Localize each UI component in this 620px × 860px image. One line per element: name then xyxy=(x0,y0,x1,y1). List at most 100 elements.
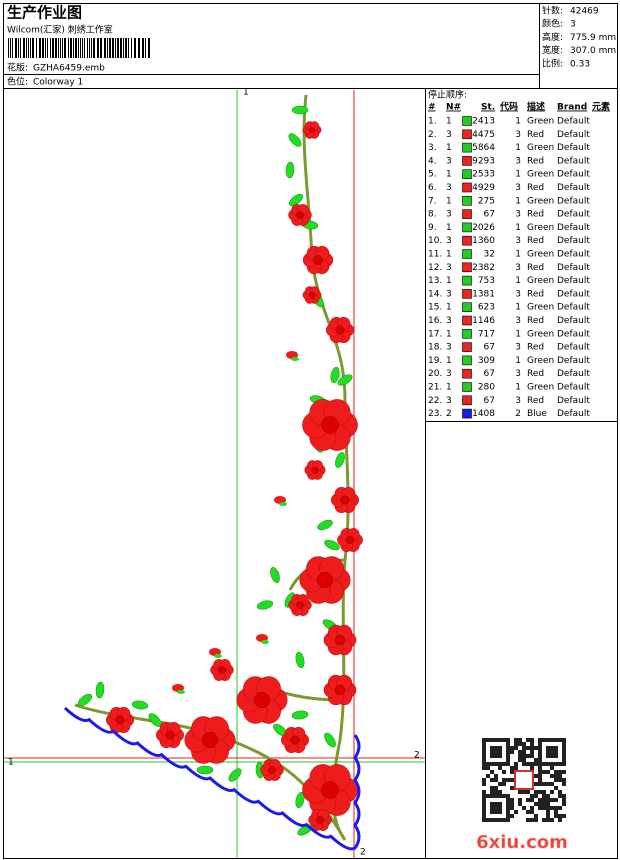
flower-center xyxy=(334,634,346,646)
barcode-bar xyxy=(87,38,88,58)
qr-module xyxy=(506,806,510,810)
stitches: 1381 xyxy=(472,289,495,299)
guide-label: 2 xyxy=(360,848,366,858)
code: 3 xyxy=(515,343,521,353)
column-header: # xyxy=(428,103,436,113)
qr-module xyxy=(562,742,566,746)
brand: Default xyxy=(557,223,590,233)
qr-module xyxy=(526,762,530,766)
leaf xyxy=(317,519,333,531)
needle: 1 xyxy=(446,356,452,366)
qr-module xyxy=(486,818,490,822)
barcode-bar xyxy=(97,38,99,58)
guide-label: 1 xyxy=(243,88,249,98)
leaf xyxy=(256,600,274,610)
qr-module xyxy=(482,794,486,798)
qr-module xyxy=(542,782,546,786)
column-header: N# xyxy=(446,103,461,113)
barcode-bar xyxy=(138,38,140,58)
color-swatch xyxy=(462,262,472,273)
flower-center xyxy=(268,766,276,774)
flower-center xyxy=(296,601,304,609)
qr-module xyxy=(482,790,486,794)
description: Red xyxy=(527,183,544,193)
color-swatch xyxy=(462,169,472,179)
qr-module xyxy=(530,810,534,814)
barcode-bar xyxy=(52,38,54,58)
qr-module xyxy=(482,806,486,810)
leaf xyxy=(324,539,340,551)
code: 3 xyxy=(515,156,521,166)
qr-module xyxy=(486,794,490,798)
barcode-bar xyxy=(145,38,146,58)
qr-module xyxy=(562,754,566,758)
qr-module xyxy=(518,798,522,802)
color-swatch xyxy=(462,328,472,339)
qr-module xyxy=(542,770,546,774)
barcode-bar xyxy=(107,38,108,58)
color-swatch xyxy=(462,342,472,352)
description: Red xyxy=(527,263,544,273)
description: Red xyxy=(527,369,544,379)
qr-module xyxy=(554,770,558,774)
qr-module xyxy=(494,738,498,742)
qr-module xyxy=(490,810,494,814)
qr-module xyxy=(526,810,530,814)
qr-module xyxy=(542,806,546,810)
stitches: 1360 xyxy=(472,236,495,246)
qr-module xyxy=(546,814,550,818)
description: Red xyxy=(527,130,544,140)
qr-module xyxy=(538,790,542,794)
qr-module xyxy=(554,810,558,814)
qr-module xyxy=(490,750,494,754)
row-index: 2. xyxy=(428,130,437,140)
qr-module xyxy=(506,778,510,782)
flower-center xyxy=(321,416,339,434)
leaf xyxy=(285,161,295,179)
brand: Default xyxy=(557,289,590,299)
barcode-bar xyxy=(10,38,11,58)
row-index: 17. xyxy=(428,329,442,339)
needle: 3 xyxy=(446,183,452,193)
qr-module xyxy=(490,790,494,794)
qr-module xyxy=(538,742,542,746)
qr-module xyxy=(518,754,522,758)
qr-module xyxy=(530,794,534,798)
barcode-bar xyxy=(70,38,72,58)
stitches: 67 xyxy=(484,343,495,353)
stitches: 309 xyxy=(478,356,495,366)
row-index: 16. xyxy=(428,316,442,326)
stitches: 32 xyxy=(484,250,495,260)
qr-module xyxy=(510,814,514,818)
barcode-bar xyxy=(134,38,136,58)
needle: 1 xyxy=(446,143,452,153)
qr-module xyxy=(554,746,558,750)
qr-module xyxy=(554,754,558,758)
color-swatch xyxy=(462,209,472,219)
qr-module xyxy=(534,762,538,766)
qr-module xyxy=(550,738,554,742)
color-swatch xyxy=(462,249,472,259)
qr-module xyxy=(490,818,494,822)
description: Green xyxy=(527,250,554,260)
code: 3 xyxy=(515,316,521,326)
stat-value: 307.0 mm xyxy=(570,46,616,56)
stitches: 9293 xyxy=(472,156,495,166)
watermark: 6xiu.com xyxy=(476,832,568,853)
qr-module xyxy=(526,798,530,802)
qr-module xyxy=(526,818,530,822)
row-index: 9. xyxy=(428,223,437,233)
flower-center xyxy=(254,692,270,708)
code: 3 xyxy=(515,396,521,406)
qr-module xyxy=(554,774,558,778)
qr-module xyxy=(498,766,502,770)
qr-module xyxy=(558,770,562,774)
qr-module xyxy=(494,818,498,822)
column-header: Brand xyxy=(557,103,587,113)
leaf xyxy=(228,768,242,782)
qr-module xyxy=(550,750,554,754)
leaf xyxy=(214,654,222,658)
barcode-bar xyxy=(60,38,61,58)
qr-module xyxy=(494,762,498,766)
